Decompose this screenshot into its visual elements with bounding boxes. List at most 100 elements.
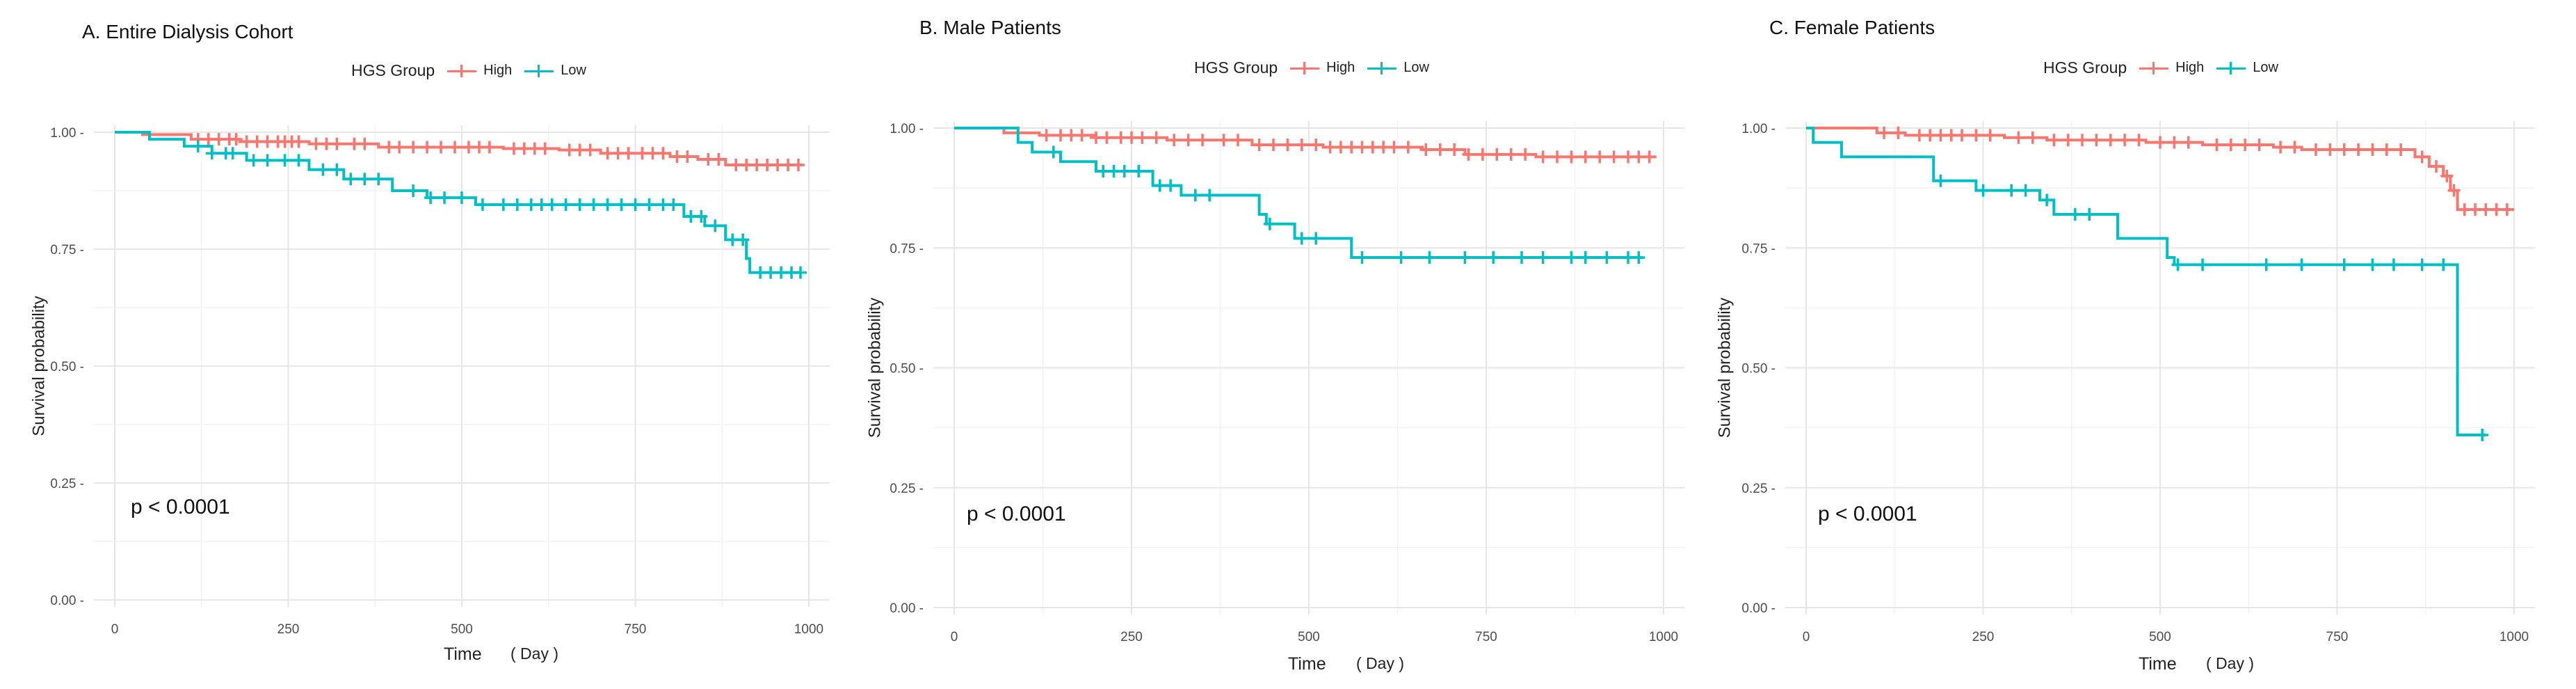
censor-mark-high	[1334, 141, 1347, 154]
x-tick-label: 0	[1803, 630, 1810, 644]
censor-mark-high	[2394, 143, 2408, 157]
censor-mark-high	[1125, 131, 1138, 144]
x-tick-label: 0	[111, 622, 119, 637]
censor-mark-high	[1913, 129, 1926, 142]
censor-mark-high	[1433, 143, 1447, 157]
censor-mark-high	[2500, 203, 2513, 216]
censor-mark-low	[794, 266, 807, 279]
censor-mark-low	[2337, 258, 2351, 271]
censor-mark-low	[1934, 174, 1947, 187]
legend-low-key	[523, 63, 555, 79]
censor-mark-high	[1281, 138, 1294, 152]
censor-mark-low	[2260, 258, 2273, 271]
censor-mark-high	[1100, 131, 1113, 144]
censor-mark-high	[1579, 150, 1592, 164]
censor-mark-high	[1267, 138, 1280, 152]
censor-mark-high	[1150, 131, 1163, 144]
censor-mark-high	[1232, 134, 1244, 147]
censor-mark-high	[2168, 136, 2181, 149]
censor-mark-low	[1632, 251, 1645, 264]
censor-mark-high	[1462, 148, 1475, 161]
censor-mark-high	[1970, 129, 1983, 142]
legend: HGS Group High Low	[2043, 58, 2289, 77]
censor-mark-low	[1132, 165, 1145, 178]
censor-mark-low	[1565, 251, 1578, 264]
censor-mark-high	[2458, 203, 2471, 216]
censor-mark-high	[1983, 129, 1997, 142]
x-axis-title: Time	[444, 644, 482, 664]
censor-mark-high	[449, 141, 462, 154]
censor-mark-high	[2415, 150, 2429, 164]
censor-mark-high	[1632, 150, 1645, 164]
x-tick-label: 250	[1972, 630, 1995, 644]
censor-mark-low	[510, 198, 524, 212]
censor-mark-low	[456, 191, 468, 205]
censor-mark-high	[2210, 138, 2223, 152]
censor-mark-high	[712, 152, 725, 166]
censor-mark-high	[1536, 150, 1549, 164]
censor-mark-low	[1047, 145, 1060, 159]
y-tick-label: 1.00 -	[50, 126, 84, 141]
censor-mark-low	[497, 198, 510, 212]
survival-plot: 0 250 500 750 1000 0.00 - 0.25 - 0.50 - 0.75 - 1.…	[30, 125, 830, 637]
censor-mark-high	[1490, 148, 1504, 161]
censor-mark-high	[1593, 150, 1607, 164]
censor-mark-high	[1168, 134, 1181, 147]
censor-mark-low	[2005, 184, 2018, 197]
censor-mark-low	[1097, 165, 1110, 178]
censor-mark-high	[2061, 134, 2075, 147]
censor-mark-low	[1394, 251, 1408, 264]
censor-mark-low	[1107, 165, 1120, 178]
censor-mark-high	[1504, 148, 1518, 161]
y-tick-label: 0.25 -	[50, 477, 84, 491]
censor-mark-high	[1217, 134, 1230, 147]
censor-mark-low	[643, 198, 656, 212]
censor-mark-low	[2196, 258, 2209, 271]
y-tick-label: 0.00 -	[1741, 601, 1776, 616]
x-tick-label: 750	[2326, 630, 2349, 644]
censor-mark-low	[1579, 251, 1592, 264]
survival-plot: 0 250 500 750 1000 0.00 - 0.25 - 0.50 - 0.75 - 1.…	[1716, 121, 2535, 644]
censor-mark-low	[330, 163, 344, 176]
censor-mark-high	[2324, 143, 2337, 157]
censor-mark-low	[2366, 258, 2379, 271]
censor-mark-low	[587, 198, 600, 212]
censor-mark-low	[2040, 193, 2054, 207]
y-tick-label: 0.50 -	[50, 360, 84, 374]
censor-mark-high	[2352, 143, 2365, 157]
censor-mark-low	[191, 140, 204, 153]
censor-mark-high	[1924, 129, 1937, 142]
censor-mark-high	[1295, 138, 1308, 152]
censor-mark-high	[1075, 129, 1088, 142]
legend-low-key	[2215, 61, 2247, 76]
legend-title: HGS Group	[351, 61, 435, 79]
legend-low-key	[1366, 61, 1398, 76]
legend-high-label: High	[2175, 60, 2205, 75]
p-value: p < 0.0001	[131, 496, 230, 518]
censor-mark-high	[2366, 143, 2379, 157]
censor-mark-low	[629, 198, 642, 212]
censor-mark-high	[1551, 150, 1563, 164]
y-tick-label: 0.75 -	[1741, 241, 1776, 256]
legend-low-label: Low	[561, 63, 586, 78]
censor-mark-high	[1377, 141, 1390, 154]
y-tick-label: 1.00 -	[889, 122, 924, 136]
censor-mark-low	[573, 198, 586, 212]
censor-mark-low	[407, 184, 420, 197]
censor-mark-high	[1355, 141, 1369, 154]
censor-mark-low	[667, 198, 680, 212]
censor-mark-high	[2447, 184, 2461, 197]
censor-mark-high	[230, 133, 243, 146]
legend-title: HGS Group	[2043, 58, 2127, 77]
x-tick-label: 0	[951, 630, 958, 644]
legend-high-label: High	[1326, 60, 1355, 75]
censor-mark-high	[2224, 138, 2237, 152]
censor-mark-high	[538, 142, 552, 155]
censor-mark-low	[1423, 251, 1436, 264]
censor-mark-low	[1118, 165, 1131, 178]
censor-mark-high	[1892, 126, 1905, 139]
legend-low-label: Low	[2253, 60, 2278, 75]
censor-mark-high	[2490, 203, 2503, 216]
censor-mark-high	[2479, 203, 2493, 216]
censor-mark-high	[681, 150, 694, 163]
